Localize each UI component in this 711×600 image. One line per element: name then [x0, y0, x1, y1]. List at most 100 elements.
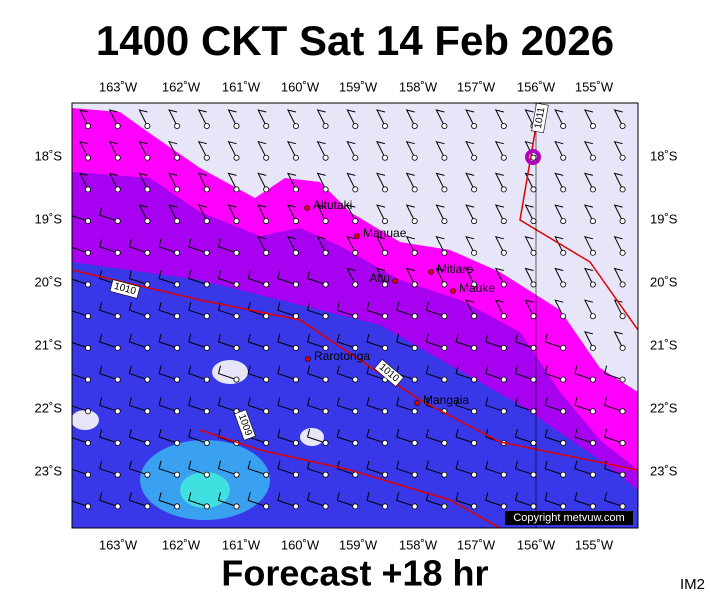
wind-barb	[425, 365, 445, 381]
station	[441, 186, 448, 193]
wind-barb	[465, 236, 475, 254]
station	[203, 281, 210, 288]
wind-barb	[316, 172, 327, 190]
wind-barb	[217, 428, 237, 444]
station	[292, 471, 299, 478]
station	[233, 249, 240, 256]
wind-barb	[108, 172, 119, 190]
station	[203, 186, 210, 193]
lon-label-bottom: 155˚W	[575, 537, 614, 552]
wind-barb	[227, 109, 237, 127]
station	[352, 344, 359, 351]
lat-label-left: 21˚S	[35, 337, 63, 352]
station	[203, 503, 210, 510]
wind-barb	[336, 365, 356, 381]
wind-barb	[554, 236, 564, 254]
station	[441, 376, 448, 383]
station	[292, 408, 299, 415]
station	[530, 218, 537, 225]
wind-barb	[346, 236, 356, 254]
wind-barb	[574, 397, 594, 412]
station	[233, 503, 240, 510]
lon-label-bottom: 162˚W	[162, 537, 201, 552]
wind-barb	[158, 365, 178, 381]
wind-barb	[217, 397, 237, 412]
wind-barb	[128, 460, 148, 476]
wind-barb	[494, 204, 505, 222]
wind-barb	[336, 333, 356, 349]
station	[292, 281, 299, 288]
place-marker	[414, 400, 420, 406]
station	[233, 471, 240, 478]
station	[619, 376, 626, 383]
wind-barb	[544, 365, 564, 381]
wind-barb	[346, 109, 356, 127]
wind-barb	[257, 140, 267, 158]
wind-barb	[247, 492, 267, 507]
wind-barb	[524, 299, 534, 317]
wind-barb	[257, 109, 267, 127]
station	[85, 439, 92, 446]
wind-barb	[188, 460, 207, 476]
lon-label-top: 162˚W	[162, 79, 201, 94]
station	[352, 313, 359, 320]
station	[203, 123, 210, 130]
wind-barb	[277, 492, 297, 507]
wind-barb	[217, 333, 237, 349]
lon-label-bottom: 159˚W	[339, 537, 378, 552]
station	[381, 249, 388, 256]
wind-barb	[485, 492, 504, 507]
station	[560, 281, 567, 288]
station	[85, 218, 92, 225]
station	[263, 123, 270, 130]
station	[411, 344, 418, 351]
station	[471, 344, 478, 351]
calm-area	[212, 360, 248, 384]
wind-barb	[247, 270, 267, 285]
wind-barb	[257, 172, 267, 190]
station	[174, 503, 181, 510]
station	[589, 313, 596, 320]
lat-label-right: 22˚S	[650, 400, 678, 415]
place-label: Mauke	[459, 281, 495, 295]
station	[619, 344, 626, 351]
isobar	[72, 269, 638, 471]
station	[322, 313, 329, 320]
wind-barb	[465, 299, 475, 317]
station	[144, 281, 151, 288]
wind-barb	[128, 492, 148, 507]
wind-barb	[346, 172, 356, 190]
station	[589, 471, 596, 478]
station	[292, 376, 299, 383]
station	[114, 503, 121, 510]
wind-barb	[316, 236, 327, 254]
wind-barb	[465, 140, 475, 158]
station	[263, 439, 270, 446]
station	[292, 123, 299, 130]
lat-label-left: 19˚S	[35, 211, 63, 226]
wind-barb	[188, 238, 207, 254]
station	[203, 471, 210, 478]
wind-barb	[197, 204, 208, 222]
station	[174, 218, 181, 225]
station	[441, 218, 448, 225]
station	[263, 154, 270, 161]
station	[381, 313, 388, 320]
wind-barb	[307, 492, 326, 507]
station	[233, 123, 240, 130]
wind-barb	[494, 172, 505, 190]
station	[85, 123, 92, 130]
station	[233, 344, 240, 351]
title: 1400 CKT Sat 14 Feb 2026	[96, 17, 614, 64]
wind-barb	[376, 236, 386, 254]
station	[560, 408, 567, 415]
wind-barb	[613, 172, 624, 190]
station	[203, 218, 210, 225]
wind-barb	[435, 140, 445, 158]
wind-barb	[188, 333, 207, 349]
station	[144, 344, 151, 351]
lon-label-bottom: 156˚W	[517, 537, 556, 552]
wind-barb	[435, 204, 445, 222]
station	[619, 503, 626, 510]
